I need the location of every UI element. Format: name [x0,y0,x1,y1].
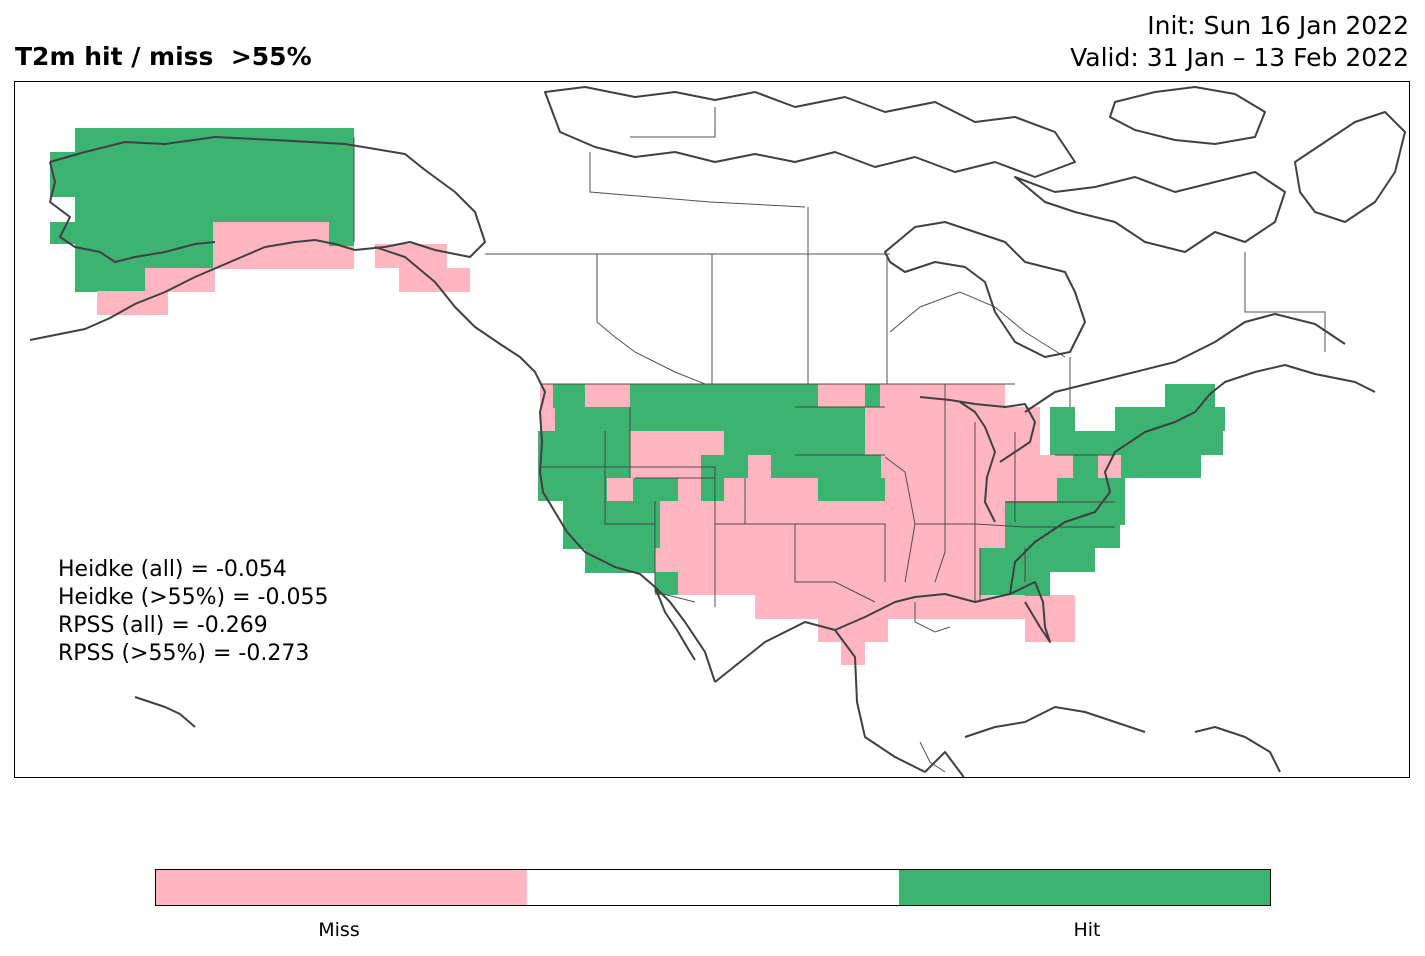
rpss-55: RPSS (>55%) = -0.273 [58,641,310,666]
colorbar-hit-label: Hit [1073,919,1101,941]
rpss-all: RPSS (all) = -0.269 [58,613,268,638]
date-info: Init: Sun 16 Jan 2022 Valid: 31 Jan – 13… [1070,10,1409,74]
colorbar-neutral-segment [527,870,899,905]
coastlines [29,86,1406,777]
colorbar-miss-segment [156,870,528,905]
heidke-all: Heidke (all) = -0.054 [58,557,287,582]
heidke-55: Heidke (>55%) = -0.055 [58,585,329,610]
colorbar [155,869,1271,906]
map-canvas [29,86,1406,777]
colorbar-hit-segment [898,870,1270,905]
init-date: Init: Sun 16 Jan 2022 [1147,11,1409,40]
map-panel [14,81,1410,778]
valid-range: Valid: 31 Jan – 13 Feb 2022 [1070,43,1409,72]
colorbar-miss-label: Miss [318,919,360,941]
political-borders [353,107,1326,773]
miss-cells-alaska [97,222,470,315]
chart-title: T2m hit / miss >55% [15,42,312,71]
score-annotations: Heidke (all) = -0.054 Heidke (>55%) = -0… [58,556,328,668]
miss-cells-conus-holes [585,384,1121,572]
